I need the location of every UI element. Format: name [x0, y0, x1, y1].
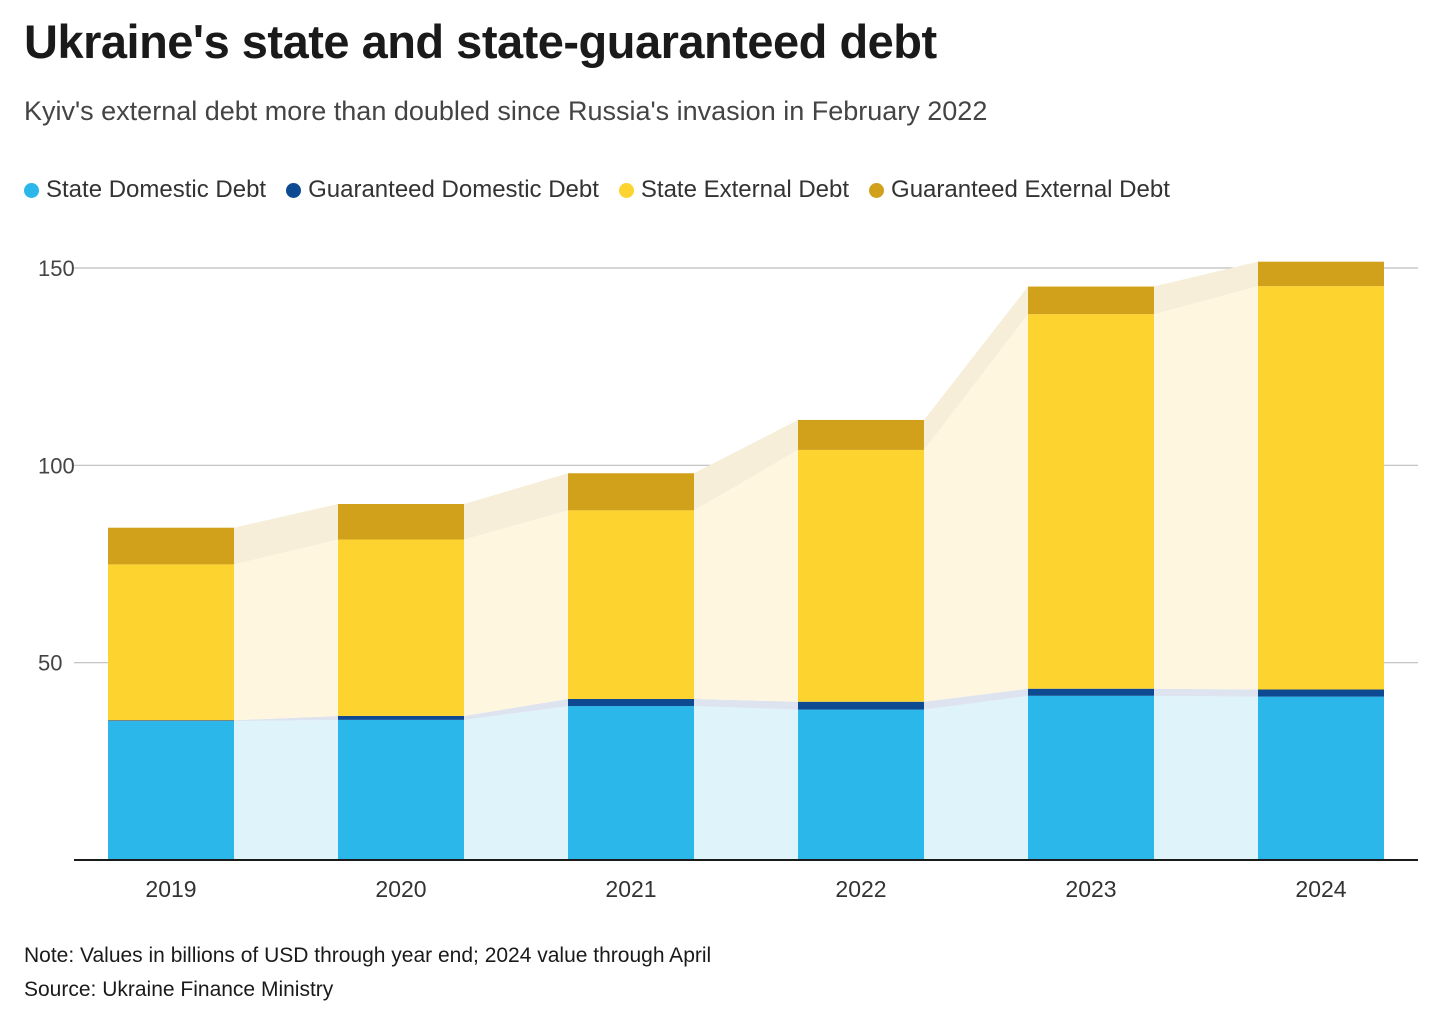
bar-2022-series-3 [798, 419, 924, 450]
bar-2021-series-2 [568, 510, 694, 699]
bar-2021-series-3 [568, 473, 694, 511]
bar-2023-series-3 [1028, 286, 1154, 315]
band-2019-2020-series-2 [234, 539, 338, 721]
x-tick-label-2020: 2020 [375, 876, 426, 902]
band-2020-2021-series-3 [464, 473, 568, 540]
legend-item-guaranteed-external: Guaranteed External Debt [869, 176, 1170, 204]
legend-swatch-guaranteed-external [869, 182, 885, 198]
footnote: Note: Values in billions of USD through … [24, 944, 712, 967]
band-2022-2023-series-0 [924, 695, 1028, 860]
legend-label-guaranteed-external: Guaranteed External Debt [891, 176, 1170, 203]
band-2022-2023-series-2 [924, 314, 1028, 702]
band-2022-2023-series-1 [924, 688, 1028, 710]
bar-2024-series-0 [1258, 696, 1384, 860]
bar-2020-series-3 [338, 504, 464, 540]
band-2023-2024-series-1 [1154, 688, 1258, 697]
bar-2022-series-1 [798, 701, 924, 710]
legend-label-state-external: State External Debt [640, 176, 850, 203]
bar-2023-series-1 [1028, 688, 1154, 696]
bar-2020-series-1 [338, 715, 464, 720]
bar-2020-series-0 [338, 719, 464, 860]
bar-2022-series-0 [798, 709, 924, 860]
legend-item-guaranteed-domestic: Guaranteed Domestic Debt [286, 176, 599, 204]
band-2019-2020-series-3 [234, 504, 338, 565]
bar-2019-series-0 [108, 721, 234, 860]
band-2021-2022-series-3 [694, 419, 798, 511]
legend: State Domestic Debt Guaranteed Domestic … [24, 176, 1190, 204]
x-tick-label-2023: 2023 [1065, 876, 1116, 902]
y-tick-label-100: 100 [38, 453, 75, 478]
legend-label-guaranteed-domestic: Guaranteed Domestic Debt [308, 176, 599, 203]
band-2020-2021-series-2 [464, 510, 568, 716]
legend-item-state-external: State External Debt [618, 176, 850, 204]
bar-2019-series-1 [108, 720, 234, 722]
y-tick-label-150: 150 [38, 256, 75, 281]
connector-bands [234, 261, 1258, 860]
band-2019-2020-series-0 [234, 719, 338, 860]
band-2022-2023-series-3 [924, 286, 1028, 450]
bar-2019-series-3 [108, 527, 234, 565]
bars [108, 261, 1384, 860]
y-tick-label-50: 50 [38, 651, 62, 676]
axes: 50 100 150 2019 2020 2021 2022 2023 2024 [38, 256, 1418, 902]
band-2023-2024-series-2 [1154, 286, 1258, 690]
bar-2021-series-0 [568, 706, 694, 860]
chart-title: Ukraine's state and state-guaranteed deb… [24, 15, 937, 68]
x-tick-label-2024: 2024 [1295, 876, 1346, 902]
band-2019-2020-series-1 [234, 715, 338, 722]
band-2020-2021-series-1 [464, 698, 568, 720]
bar-2024-series-3 [1258, 261, 1384, 287]
bar-2021-series-1 [568, 698, 694, 707]
band-2023-2024-series-0 [1154, 695, 1258, 860]
bar-2024-series-1 [1258, 689, 1384, 697]
bar-2023-series-2 [1028, 314, 1154, 689]
legend-item-state-domestic: State Domestic Debt [24, 176, 266, 204]
bar-2024-series-2 [1258, 286, 1384, 690]
x-tick-label-2019: 2019 [145, 876, 196, 902]
band-2023-2024-series-3 [1154, 261, 1258, 315]
band-2020-2021-series-0 [464, 706, 568, 860]
legend-swatch-state-external [618, 182, 634, 198]
bar-2020-series-2 [338, 539, 464, 716]
bar-2019-series-2 [108, 564, 234, 721]
bar-2023-series-0 [1028, 695, 1154, 860]
legend-swatch-state-domestic [24, 182, 39, 198]
x-tick-label-2021: 2021 [605, 876, 656, 902]
band-2021-2022-series-2 [694, 449, 798, 702]
band-2021-2022-series-1 [694, 698, 798, 710]
x-tick-label-2022: 2022 [835, 876, 886, 902]
legend-label-state-domestic: State Domestic Debt [46, 176, 267, 203]
source-note: Source: Ukraine Finance Ministry [24, 978, 334, 1001]
band-2021-2022-series-0 [694, 706, 798, 860]
chart-subtitle: Kyiv's external debt more than doubled s… [24, 96, 988, 126]
legend-swatch-guaranteed-domestic [286, 182, 302, 198]
bar-2022-series-2 [798, 449, 924, 702]
